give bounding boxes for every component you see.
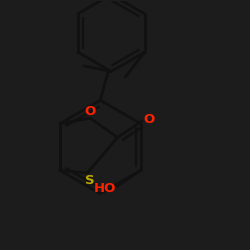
Text: O: O (144, 113, 155, 126)
Text: S: S (85, 174, 94, 187)
Text: HO: HO (94, 182, 116, 195)
Text: O: O (85, 105, 96, 118)
